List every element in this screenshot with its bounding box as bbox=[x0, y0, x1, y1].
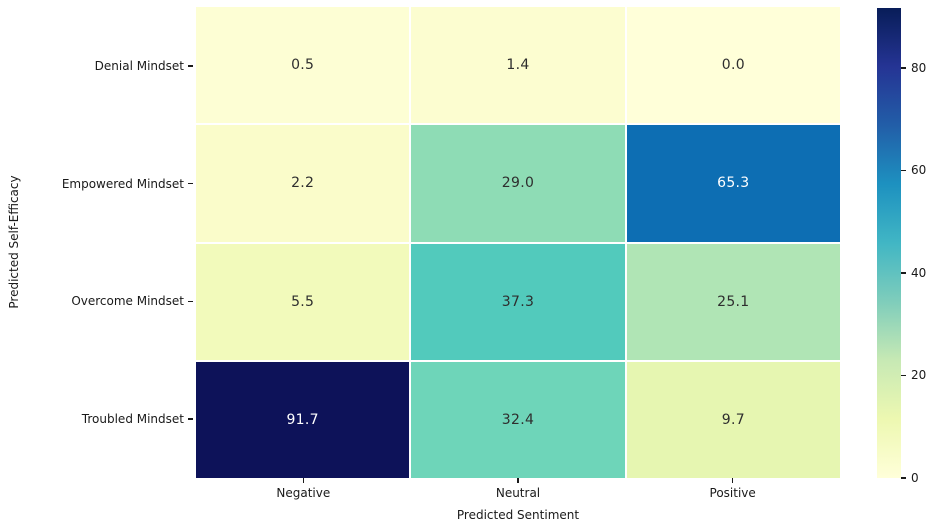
colorbar-tick: 40 bbox=[901, 266, 926, 280]
colorbar-tick-mark bbox=[901, 374, 906, 377]
x-tick-label: Positive bbox=[625, 478, 840, 500]
colorbar-tick-label: 20 bbox=[911, 368, 927, 383]
x-tick-mark bbox=[731, 478, 734, 483]
y-tick-label: Troubled Mindset bbox=[0, 360, 193, 478]
colorbar-tick: 20 bbox=[901, 368, 926, 382]
colorbar-tick-mark bbox=[901, 67, 906, 69]
colorbar-tick-label: 60 bbox=[911, 163, 927, 178]
colorbar-tick-mark bbox=[901, 477, 906, 479]
heatmap-cell: 37.3 bbox=[411, 243, 625, 360]
colorbar: 0 20 40 60 80 bbox=[877, 8, 926, 485]
colorbar-tick-mark bbox=[901, 169, 906, 172]
colorbar-tick-label: 0 bbox=[911, 471, 919, 485]
y-axis-ticks: Denial Mindset Empowered Mindset Overcome … bbox=[0, 7, 193, 478]
y-tick-label: Empowered Mindset bbox=[0, 125, 193, 243]
y-tick-mark bbox=[188, 65, 193, 67]
y-tick-mark bbox=[188, 418, 193, 420]
y-tick-mark bbox=[188, 182, 193, 185]
colorbar-tick-label: 40 bbox=[911, 265, 927, 280]
colorbar-tick-label: 80 bbox=[911, 60, 927, 75]
heatmap-cell: 9.7 bbox=[626, 361, 840, 478]
heatmap-cell: 1.4 bbox=[411, 7, 625, 124]
heatmap-grid: 0.5 1.4 0.0 2.2 29.0 65.3 5.5 37.3 25.1 91.7 32.4 9… bbox=[196, 7, 840, 478]
heatmap-cell: 0.0 bbox=[626, 7, 840, 124]
x-axis-ticks: Negative Neutral Positive bbox=[196, 478, 840, 500]
heatmap-cell: 2.2 bbox=[196, 125, 410, 242]
heatmap-cell: 25.1 bbox=[626, 243, 840, 360]
y-tick-label: Overcome Mindset bbox=[0, 243, 193, 361]
y-tick-mark bbox=[188, 300, 193, 303]
heatmap-cell: 65.3 bbox=[626, 125, 840, 242]
colorbar-tick: 80 bbox=[901, 61, 926, 75]
colorbar-tick: 60 bbox=[901, 163, 926, 177]
heatmap-cell: 91.7 bbox=[196, 361, 410, 478]
x-tick-mark bbox=[302, 478, 305, 483]
heatmap-cell: 0.5 bbox=[196, 7, 410, 124]
heatmap-cell: 29.0 bbox=[411, 125, 625, 242]
heatmap-cell: 32.4 bbox=[411, 361, 625, 478]
x-tick-label: Negative bbox=[196, 478, 411, 500]
colorbar-tick-mark bbox=[901, 272, 906, 274]
x-tick-label: Neutral bbox=[411, 478, 626, 500]
heatmap-cell: 5.5 bbox=[196, 243, 410, 360]
y-tick-label: Denial Mindset bbox=[0, 7, 193, 125]
x-tick-mark bbox=[517, 478, 519, 483]
x-axis-title: Predicted Sentiment bbox=[456, 508, 580, 522]
colorbar-tick: 0 bbox=[901, 471, 919, 485]
